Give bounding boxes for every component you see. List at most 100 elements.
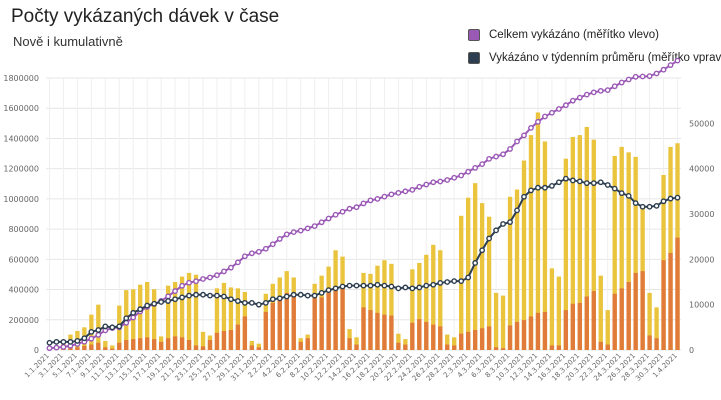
weekly-point: [179, 294, 185, 301]
bar-bottom: [479, 328, 485, 350]
cumulative-point: [381, 193, 388, 200]
cumulative-point: [597, 87, 604, 94]
weekly-point: [430, 281, 437, 288]
weekly-point: [555, 179, 562, 186]
cumulative-point: [214, 272, 220, 279]
weekly-point: [374, 281, 381, 288]
bar-total: [221, 282, 227, 350]
cumulative-point: [290, 229, 297, 236]
weekly-point: [528, 187, 534, 194]
bar-bottom: [466, 331, 471, 350]
cumulative-point: [228, 264, 234, 271]
bar-bottom: [221, 330, 227, 350]
weekly-point: [172, 296, 178, 303]
bar-bottom: [382, 314, 387, 350]
chart-subtitle: Nově i kumulativně: [13, 34, 123, 49]
bar-bottom: [570, 303, 576, 350]
weekly-point: [667, 195, 674, 202]
legend-item-cumulative[interactable]: Celkem vykázáno (měřítko vlevo): [468, 27, 721, 43]
weekly-point: [590, 180, 597, 187]
bar-bottom: [612, 293, 617, 350]
weekly-point: [569, 177, 576, 184]
cumulative-point: [611, 83, 618, 90]
weekly-point: [402, 284, 409, 291]
weekly-point: [109, 324, 116, 331]
bar-bottom: [75, 347, 80, 350]
weekly-point: [360, 282, 367, 289]
cumulative-point: [465, 168, 472, 175]
bar-total: [354, 337, 359, 350]
bar-total: [668, 146, 673, 350]
cumulative-point: [207, 274, 213, 281]
legend: Celkem vykázáno (měřítko vlevo) Vykázáno…: [468, 27, 721, 73]
weekly-point: [207, 292, 213, 299]
weekly-point: [346, 282, 353, 289]
cumulative-point: [283, 231, 290, 238]
cumulative-point: [437, 178, 444, 185]
cumulative-point: [500, 151, 506, 158]
cumulative-point: [353, 204, 360, 211]
bar-bottom: [68, 348, 73, 350]
bar-total: [493, 292, 499, 350]
weekly-point: [221, 293, 227, 300]
weekly-point: [583, 180, 590, 187]
y-right-tick-label: 10000: [689, 301, 714, 310]
cumulative-point: [367, 197, 374, 204]
cumulative-point: [46, 345, 53, 352]
bar-bottom: [347, 338, 352, 350]
weekly-point: [325, 287, 332, 294]
weekly-point: [262, 299, 269, 306]
y-right-tick-label: 30000: [689, 210, 714, 219]
cumulative-point: [528, 124, 534, 131]
weekly-point: [549, 182, 555, 189]
weekly-point: [269, 296, 276, 303]
weekly-point: [535, 184, 541, 191]
cumulative-point: [234, 259, 241, 266]
bar-bottom: [626, 282, 631, 350]
bar-total: [389, 263, 394, 350]
bar-bottom: [521, 320, 527, 350]
bar-total: [438, 250, 443, 350]
bar-total: [549, 268, 555, 350]
cumulative-point: [318, 219, 325, 226]
weekly-point: [241, 299, 248, 306]
bar-total: [556, 276, 562, 350]
bar-total: [165, 285, 171, 350]
bar-bottom: [305, 338, 310, 350]
cumulative-point: [653, 70, 660, 77]
bar-total: [500, 295, 506, 350]
bar-bottom: [249, 345, 255, 350]
weekly-point: [618, 190, 625, 197]
bar-bottom: [493, 347, 499, 350]
weekly-point: [214, 292, 220, 299]
bar-total: [563, 158, 569, 350]
bar-bottom: [151, 339, 157, 350]
bar-bottom: [549, 345, 555, 350]
cumulative-point: [444, 177, 451, 183]
cumulative-point: [479, 161, 486, 168]
legend-swatch-cumulative: [468, 29, 480, 41]
weekly-point: [186, 292, 192, 299]
legend-item-weekly[interactable]: Vykázáno v týdenním průměru (měřítko vpr…: [468, 50, 721, 66]
cumulative-point: [130, 314, 137, 321]
bar-bottom: [158, 341, 164, 350]
bar-total: [466, 197, 471, 350]
cumulative-point: [95, 331, 102, 338]
bar-bottom: [417, 319, 422, 350]
cumulative-point: [339, 208, 346, 215]
bar-total: [528, 135, 534, 350]
bar-total: [647, 292, 652, 350]
bar-total: [445, 334, 450, 350]
cumulative-point: [521, 132, 527, 139]
bar-bottom: [584, 296, 589, 350]
bar-bottom: [577, 302, 582, 350]
bar-bottom: [145, 337, 150, 350]
bar-total: [200, 331, 206, 350]
weekly-point: [297, 291, 304, 298]
weekly-point: [562, 175, 569, 182]
bar-bottom: [284, 292, 289, 350]
bar-bottom: [591, 291, 596, 350]
bar-total: [479, 203, 485, 350]
bar-bottom: [82, 345, 87, 350]
bar-total: [514, 189, 520, 350]
